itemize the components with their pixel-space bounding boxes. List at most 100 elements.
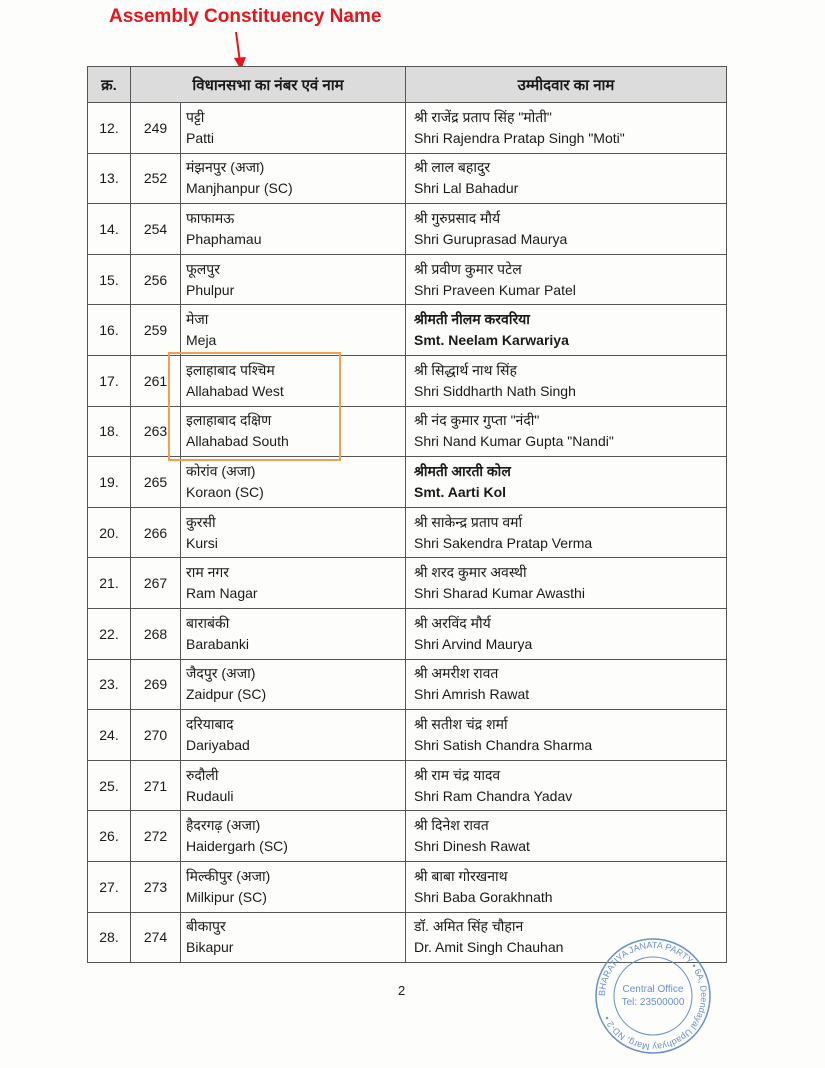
serial-cell: 17. xyxy=(87,354,131,407)
serial-cell: 21. xyxy=(87,557,131,609)
annotation-label: Assembly Constituency Name xyxy=(109,6,382,27)
stamp-line1: Central Office xyxy=(623,984,684,995)
candidate-name-hindi: श्री राम चंद्र यादव xyxy=(414,766,501,783)
table-row: 17. 261 इलाहाबाद पश्चिम Allahabad West श… xyxy=(87,354,727,407)
candidate-name-hindi: श्री गुरुप्रसाद मौर्य xyxy=(414,209,501,226)
constituency-number: 259 xyxy=(130,304,181,356)
highlight-box xyxy=(168,352,341,461)
constituency-number: 256 xyxy=(130,253,181,306)
candidate-name-english: Shri Rajendra Pratap Singh "Moti" xyxy=(414,129,625,146)
constituency-number: 266 xyxy=(130,506,181,559)
constituency-number: 265 xyxy=(130,456,181,508)
candidate-name-english: Shri Amrish Rawat xyxy=(414,686,530,703)
table-row: 14. 254 फाफामऊ Phaphamau श्री गुरुप्रसाद… xyxy=(87,203,727,255)
candidate-cell: श्रीमती नीलम करवरिया Smt. Neelam Karwari… xyxy=(405,304,727,356)
serial-cell: 27. xyxy=(87,860,131,913)
constituency-number: 267 xyxy=(130,557,181,609)
serial-cell: 26. xyxy=(87,810,131,862)
constituency-name-english: Phulpur xyxy=(186,281,235,298)
constituency-name-cell: हैदरगढ़ (अजा) Haidergarh (SC) xyxy=(180,810,406,862)
candidate-cell: श्री राजेंद्र प्रताप सिंह "मोती" Shri Ra… xyxy=(405,102,727,154)
candidate-name-english: Shri Arvind Maurya xyxy=(414,635,533,652)
candidate-name-hindi: श्री नंद कुमार गुप्ता "नंदी" xyxy=(414,412,540,429)
candidate-name-english: Shri Siddharth Nath Singh xyxy=(414,382,576,399)
constituency-name-cell: बीकापुर Bikapur xyxy=(180,911,406,964)
constituency-number: 273 xyxy=(130,860,181,913)
serial-cell: 12. xyxy=(87,102,131,154)
table-row: 27. 273 मिल्कीपुर (अजा) Milkipur (SC) श्… xyxy=(87,860,727,913)
serial-cell: 23. xyxy=(87,658,131,711)
serial-cell: 19. xyxy=(87,456,131,508)
table-row: 12. 249 पट्टी Patti श्री राजेंद्र प्रताप… xyxy=(87,102,727,154)
constituency-name-english: Bikapur xyxy=(186,939,234,956)
serial-cell: 22. xyxy=(87,607,131,660)
candidate-cell: श्री राम चंद्र यादव Shri Ram Chandra Yad… xyxy=(405,759,727,812)
constituency-name-english: Phaphamau xyxy=(186,230,262,247)
constituency-name-english: Meja xyxy=(186,332,217,349)
constituency-number: 269 xyxy=(130,658,181,711)
constituency-name-cell: कुरसी Kursi xyxy=(180,506,406,559)
serial-cell: 28. xyxy=(87,911,131,964)
candidate-cell: श्री अरविंद मौर्य Shri Arvind Maurya xyxy=(405,607,727,660)
candidate-name-english: Shri Sharad Kumar Awasthi xyxy=(414,585,585,602)
table-row: 21. 267 राम नगर Ram Nagar श्री शरद कुमार… xyxy=(87,557,727,609)
candidate-cell: श्री सतीश चंद्र शर्मा Shri Satish Chandr… xyxy=(405,709,727,761)
candidate-name-english: Shri Lal Bahadur xyxy=(414,180,519,197)
serial-cell: 18. xyxy=(87,405,131,458)
constituency-name-cell: इलाहाबाद पश्चिम Allahabad West xyxy=(180,354,406,407)
table-row: 22. 268 बाराबंकी Barabanki श्री अरविंद म… xyxy=(87,607,727,660)
constituency-name-cell: मिल्कीपुर (अजा) Milkipur (SC) xyxy=(180,860,406,913)
candidate-cell: श्री शरद कुमार अवस्थी Shri Sharad Kumar … xyxy=(405,557,727,609)
constituency-name-hindi: कुरसी xyxy=(186,513,216,530)
constituency-name-cell: मेजा Meja xyxy=(180,304,406,356)
constituency-name-hindi: इलाहाबाद दक्षिण xyxy=(186,412,272,429)
constituency-name-hindi: कोरांव (अजा) xyxy=(186,462,256,479)
table-row: 28. 274 बीकापुर Bikapur डॉ. अमित सिंह चौ… xyxy=(87,911,727,964)
candidate-name-english: Shri Baba Gorakhnath xyxy=(414,888,553,905)
candidate-name-english: Shri Guruprasad Maurya xyxy=(414,230,568,247)
constituency-name-hindi: मेजा xyxy=(186,311,209,328)
serial-cell: 25. xyxy=(87,759,131,812)
table-row: 23. 269 जैदपुर (अजा) Zaidpur (SC) श्री अ… xyxy=(87,658,727,711)
serial-cell: 20. xyxy=(87,506,131,559)
table-row: 18. 263 इलाहाबाद दक्षिण Allahabad South … xyxy=(87,405,727,458)
header-constituency: विधानसभा का नंबर एवं नाम xyxy=(130,66,406,103)
candidate-cell: श्री बाबा गोरखनाथ Shri Baba Gorakhnath xyxy=(405,860,727,913)
candidate-name-hindi: श्री दिनेश रावत xyxy=(414,817,489,834)
constituency-name-cell: रुदौली Rudauli xyxy=(180,759,406,812)
candidate-name-english: Shri Ram Chandra Yadav xyxy=(414,787,573,804)
serial-cell: 14. xyxy=(87,203,131,255)
candidate-name-english: Shri Sakendra Pratap Verma xyxy=(414,534,593,551)
candidate-name-english: Smt. Neelam Karwariya xyxy=(414,332,569,349)
party-stamp: BHARATIYA JANATA PARTY • 6A, Deendayal U… xyxy=(595,938,711,1054)
constituency-number: 270 xyxy=(130,709,181,761)
candidate-name-hindi: श्री सतीश चंद्र शर्मा xyxy=(414,715,508,732)
constituency-name-cell: इलाहाबाद दक्षिण Allahabad South xyxy=(180,405,406,458)
constituency-name-cell: राम नगर Ram Nagar xyxy=(180,557,406,609)
constituency-name-hindi: मंझनपुर (अजा) xyxy=(186,159,265,176)
constituency-name-hindi: बीकापुर xyxy=(186,918,226,935)
constituency-name-english: Patti xyxy=(186,129,215,146)
candidate-name-hindi: श्री प्रवीण कुमार पटेल xyxy=(414,260,522,277)
candidate-name-hindi: श्रीमती आरती कोल xyxy=(414,462,511,479)
constituency-name-hindi: हैदरगढ़ (अजा) xyxy=(186,817,261,834)
candidate-cell: श्री साकेन्द्र प्रताप वर्मा Shri Sakendr… xyxy=(405,506,727,559)
table-header-row: क्र. विधानसभा का नंबर एवं नाम उम्मीदवार … xyxy=(87,66,727,103)
constituency-name-hindi: इलाहाबाद पश्चिम xyxy=(186,361,275,378)
constituency-name-hindi: जैदपुर (अजा) xyxy=(186,665,256,682)
constituency-name-english: Rudauli xyxy=(186,787,234,804)
candidate-cell: श्री प्रवीण कुमार पटेल Shri Praveen Kuma… xyxy=(405,253,727,306)
candidate-name-hindi: श्री शरद कुमार अवस्थी xyxy=(414,564,527,581)
constituency-name-english: Manjhanpur (SC) xyxy=(186,180,293,197)
constituency-name-cell: कोरांव (अजा) Koraon (SC) xyxy=(180,456,406,508)
constituency-name-cell: फूलपुर Phulpur xyxy=(180,253,406,306)
page-number: 2 xyxy=(398,983,406,998)
candidate-cell: श्रीमती आरती कोल Smt. Aarti Kol xyxy=(405,456,727,508)
candidate-name-english: Shri Dinesh Rawat xyxy=(414,838,530,855)
candidate-name-hindi: श्री अरविंद मौर्य xyxy=(414,614,491,631)
constituency-name-cell: बाराबंकी Barabanki xyxy=(180,607,406,660)
candidate-table: क्र. विधानसभा का नंबर एवं नाम उम्मीदवार … xyxy=(87,66,727,964)
constituency-number: 271 xyxy=(130,759,181,812)
constituency-name-cell: दरियाबाद Dariyabad xyxy=(180,709,406,761)
